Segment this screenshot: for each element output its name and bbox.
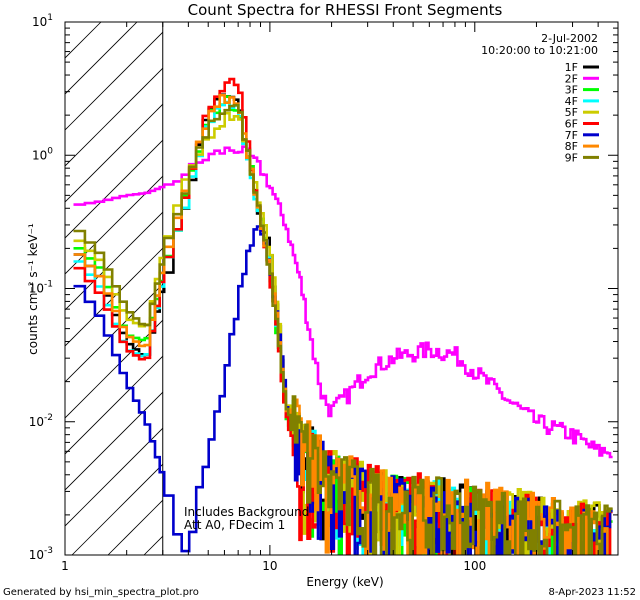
y-tick-label: 10-3 <box>29 546 53 562</box>
generated-timestamp: 8-Apr-2023 11:52 <box>549 587 636 598</box>
legend-label-2F: 2F <box>565 72 578 85</box>
y-tick-label: 100 <box>32 146 53 162</box>
legend-label-5F: 5F <box>565 106 578 119</box>
x-tick-labels: 1 10 100 <box>61 559 486 573</box>
y-tick-label: 10-1 <box>29 280 53 296</box>
legend-label-7F: 7F <box>565 129 578 142</box>
y-tick-label: 101 <box>32 13 53 29</box>
y-tick-label: 10-2 <box>29 413 53 429</box>
legend-label-8F: 8F <box>565 140 578 153</box>
annotation-background: Includes Background <box>184 505 309 519</box>
legend-label-9F: 9F <box>565 151 578 164</box>
series-layer <box>73 77 613 555</box>
legend-label-6F: 6F <box>565 118 578 131</box>
annotation-attenuator: Att A0, FDecim 1 <box>184 518 285 532</box>
legend-label-3F: 3F <box>565 84 578 97</box>
legend-label-1F: 1F <box>565 61 578 74</box>
axis-ticks <box>64 21 619 556</box>
x-tick-label: 10 <box>262 559 277 573</box>
y-tick-labels: 10-3 10-2 10-1 100 101 <box>29 13 54 562</box>
x-axis-label: Energy (keV) <box>306 575 383 589</box>
x-tick-label: 100 <box>463 559 486 573</box>
x-tick-label: 1 <box>61 559 69 573</box>
generator-credit: Generated by hsi_min_spectra_plot.pro <box>3 587 199 598</box>
series-line-9F <box>73 103 613 555</box>
y-axis-label: counts cm⁻² s⁻¹ keV⁻¹ <box>26 223 40 355</box>
chart-title: Count Spectra for RHESSI Front Segments <box>188 1 503 19</box>
observation-date: 2-Jul-2002 <box>541 32 598 45</box>
legend-label-4F: 4F <box>565 95 578 108</box>
time-range: 10:20:00 to 10:21:00 <box>481 44 598 57</box>
